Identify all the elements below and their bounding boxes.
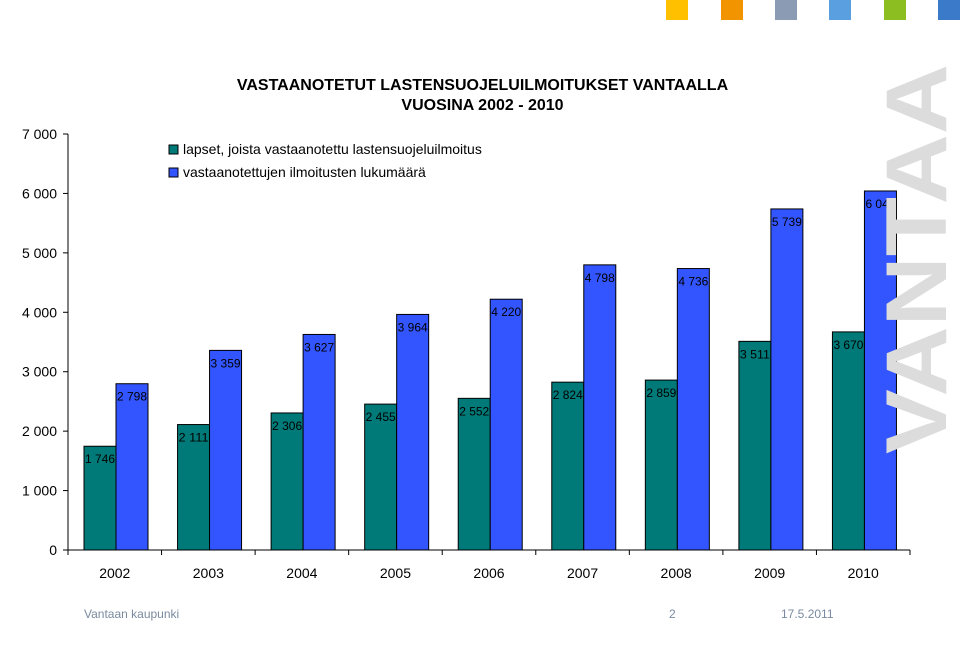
bar-lapset [738, 340, 772, 551]
data-label: 3 511 [740, 347, 770, 361]
legend-swatch [168, 144, 179, 155]
decor-square [666, 0, 688, 20]
x-tick-label: 2009 [754, 565, 785, 581]
decor-square [775, 0, 797, 20]
watermark-text: VANTAA [884, 64, 960, 454]
bar-lapset [831, 331, 865, 551]
bar-lapset [457, 397, 491, 551]
bar-ilmoitukset [115, 383, 149, 551]
y-tick-label: 6 000 [22, 185, 57, 201]
y-tick-label: 1 000 [22, 483, 57, 499]
data-label: 2 306 [272, 419, 302, 433]
data-label: 2 552 [459, 404, 489, 418]
decor-square [721, 0, 743, 20]
bar-lapset [83, 445, 117, 551]
data-label: 3 964 [398, 320, 428, 334]
bar-lapset [551, 381, 585, 551]
x-tick-label: 2008 [661, 565, 692, 581]
title-line-1: VASTAANOTETUT LASTENSUOJELUILMOITUKSET V… [236, 77, 729, 94]
data-label: 2 798 [117, 390, 147, 404]
y-tick-label: 7 000 [22, 126, 57, 142]
decor-square [829, 0, 851, 20]
footer-org: Vantaan kaupunki [84, 607, 180, 621]
bar-ilmoitukset [676, 268, 710, 551]
legend-label: vastaanotettujen ilmoitusten lukumäärä [183, 164, 426, 180]
data-label: 3 627 [304, 340, 334, 354]
x-tick-label: 2003 [193, 565, 224, 581]
decor-square [938, 0, 960, 20]
legend-label: lapset, joista vastaanotettu lastensuoje… [183, 141, 482, 157]
x-tick-label: 2007 [567, 565, 598, 581]
decor-square [884, 0, 906, 20]
data-label: 6 041 [865, 197, 895, 211]
bar-lapset [270, 412, 304, 551]
y-tick-label: 0 [49, 542, 57, 558]
footer-page-number: 2 [669, 607, 676, 621]
data-label: 4 798 [585, 271, 615, 285]
y-tick-label: 4 000 [22, 304, 57, 320]
bar-ilmoitukset [209, 349, 243, 551]
x-tick-label: 2002 [99, 565, 130, 581]
legend-swatch [168, 167, 179, 178]
bar-chart: 0 1 000 2 000 3 000 4 000 5 000 6 000 7 000 2002… [22, 126, 911, 581]
title-line-2: VUOSINA 2002 - 2010 [401, 97, 564, 114]
data-label: 2 859 [646, 386, 676, 400]
bar-ilmoitukset [770, 208, 804, 551]
y-tick-label: 3 000 [22, 364, 57, 380]
x-tick-label: 2005 [380, 565, 411, 581]
y-tick-label: 2 000 [22, 423, 57, 439]
y-tick-label: 5 000 [22, 245, 57, 261]
bar-ilmoitukset [863, 190, 897, 551]
data-label: 5 739 [772, 215, 802, 229]
data-label: 4 736 [678, 275, 708, 289]
bar-lapset [644, 379, 678, 551]
data-label: 2 111 [179, 431, 209, 445]
x-tick-label: 2004 [286, 565, 317, 581]
bar-ilmoitukset [302, 333, 336, 551]
x-tick-label: 2010 [848, 565, 879, 581]
data-label: 3 670 [833, 338, 863, 352]
data-label: 2 455 [366, 410, 396, 424]
bar-ilmoitukset [396, 313, 430, 551]
x-tick-label: 2006 [473, 565, 504, 581]
title: VASTAANOTETUT LASTENSUOJELUILMOITUKSET V… [150, 76, 815, 116]
data-label: 3 359 [211, 356, 241, 370]
footer-date: 17.5.2011 [781, 607, 834, 621]
bar-ilmoitukset [583, 264, 617, 551]
bar-ilmoitukset [489, 298, 523, 551]
data-label: 4 220 [491, 305, 521, 319]
data-label: 1 746 [85, 452, 115, 466]
bar-lapset [364, 403, 398, 551]
vantaa-watermark: VANTAA [869, 62, 960, 462]
data-label: 2 824 [553, 388, 583, 402]
